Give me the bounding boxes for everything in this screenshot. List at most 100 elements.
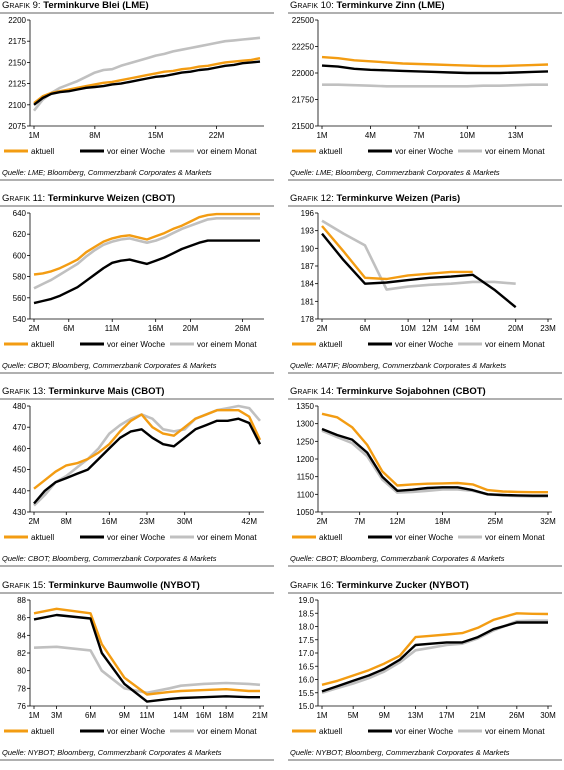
series-line-aktuell [321,612,549,686]
x-tick-label: 25M [487,517,503,526]
chart-source: Quelle: CBOT; Bloomberg, Commerzbank Cor… [290,554,505,563]
x-tick-label: 7M [354,517,365,526]
x-tick-label: 21M [252,711,268,720]
x-tick-label: 30M [177,517,193,526]
series-line-aktuell [321,412,548,494]
x-tick-label: 6M [85,711,96,720]
bottom-rule [0,372,274,374]
chart-source: Quelle: LME; Bloomberg, Commerzbank Corp… [2,168,212,177]
legend-label-woche: vor einer Woche [395,533,454,542]
legend-label-aktuell: aktuell [319,340,342,349]
x-tick-label: 15M [148,131,164,140]
y-tick-label: 2175 [8,37,26,46]
series-line-monat [322,221,548,290]
chart-panel-weizen-paris: Grafik 12: Terminkurve Weizen (Paris) 17… [288,193,562,383]
chart-panel-zinn: Grafik 10: Terminkurve Zinn (LME) 21500 2… [288,0,562,190]
chart-panel-soja: Grafik 14: Terminkurve Sojabohnen (CBOT)… [288,386,562,576]
chart-plot: 15.0 15.5 16.0 16.5 17.0 17.5 18.0 18.5 19.0 1M 5M… [292,596,556,736]
x-tick-label: 2M [316,517,327,526]
series-line-woche [33,417,262,505]
x-tick-label: 12M [390,517,406,526]
x-tick-label: 30M [540,711,556,720]
x-tick-label: 23M [540,324,556,333]
legend-label-aktuell: aktuell [31,340,54,349]
y-tick-label: 560 [13,294,27,303]
series-line-aktuell [33,57,261,105]
x-tick-label: 18M [218,711,234,720]
y-tick-label: 480 [13,402,27,411]
y-tick-label: 22000 [292,69,315,78]
y-tick-label: 184 [301,280,315,289]
chart-panel-blei: Grafik 9: Terminkurve Blei (LME) 2075 210… [0,0,274,190]
x-tick-label: 16M [102,517,118,526]
y-tick-label: 22500 [292,16,315,25]
chart-panel-baumwolle: Grafik 15: Terminkurve Baumwolle (NYBOT)… [0,580,274,770]
series-line-woche [322,234,548,308]
y-tick-label: 21500 [292,122,315,131]
y-tick-label: 181 [301,297,315,306]
chart-source: Quelle: MATIF; Bloomberg, Commerzbank Co… [290,361,507,370]
y-tick-label: 187 [301,262,315,271]
chart-source: Quelle: NYBOT; Bloomberg, Commerzbank Co… [290,748,510,757]
legend-label-aktuell: aktuell [31,147,54,156]
y-tick-label: 430 [13,508,27,517]
series-line-woche [321,427,548,497]
y-tick-label: 540 [13,315,27,324]
y-tick-label: 84 [17,631,26,640]
chart-title: Grafik 13: Terminkurve Mais (CBOT) [2,386,165,397]
series-line-aktuell [33,607,260,696]
chart-title: Grafik 11: Terminkurve Weizen (CBOT) [2,193,176,204]
chart-plot: 430 440 450 460 470 480 2M 8M 16M 23M 30M 42M aktuel… [4,402,264,542]
title-rule [0,398,274,400]
x-tick-label: 11M [140,711,155,720]
chart-source: Quelle: CBOT; Bloomberg, Commerzbank Cor… [2,361,217,370]
series-line-aktuell [321,55,549,68]
x-tick-label: 23M [139,517,155,526]
series-line-woche [33,239,260,305]
x-tick-label: 16M [148,324,164,333]
y-tick-label: 178 [301,315,315,324]
series-line-monat [322,83,548,88]
y-tick-label: 18.0 [298,623,314,632]
y-tick-label: 600 [13,251,27,260]
y-tick-label: 1300 [296,420,314,429]
chart-source: Quelle: CBOT; Bloomberg, Commerzbank Cor… [2,554,217,563]
y-tick-label: 78 [17,684,26,693]
y-tick-label: 470 [13,423,27,432]
x-tick-label: 14M [173,711,189,720]
y-tick-label: 16.5 [298,662,314,671]
y-tick-label: 1150 [297,473,315,482]
chart-source: Quelle: LME; Bloomberg, Commerzbank Corp… [290,168,500,177]
legend-label-monat: vor einem Monat [485,533,545,542]
x-tick-label: 26M [235,324,251,333]
legend-label-aktuell: aktuell [31,727,54,736]
y-tick-label: 88 [17,596,26,605]
legend-label-woche: vor einer Woche [107,727,166,736]
x-tick-label: 8M [89,131,100,140]
chart-panel-weizen-cbot: Grafik 11: Terminkurve Weizen (CBOT) 540… [0,193,274,383]
x-tick-label: 5M [348,711,359,720]
x-tick-label: 13M [408,711,424,720]
x-tick-label: 6M [63,324,74,333]
y-tick-label: 620 [13,230,27,239]
y-tick-label: 15.5 [298,689,314,698]
y-tick-label: 82 [17,649,26,658]
title-rule [288,592,562,594]
x-tick-label: 9M [119,711,130,720]
x-tick-label: 26M [509,711,525,720]
chart-title: Grafik 16: Terminkurve Zucker (NYBOT) [290,580,469,591]
legend-label-woche: vor einer Woche [395,340,454,349]
x-tick-label: 1M [316,131,327,140]
legend-label-monat: vor einem Monat [485,147,545,156]
y-tick-label: 190 [301,244,315,253]
x-tick-label: 2M [28,324,39,333]
series-line-aktuell [321,225,473,281]
y-tick-label: 21750 [292,96,315,105]
chart-title: Grafik 9: Terminkurve Blei (LME) [2,0,149,11]
legend-label-aktuell: aktuell [319,147,342,156]
chart-plot: 540 560 580 600 620 640 2M 6M 11M 16M 20M 26M aktuel… [4,209,264,349]
y-tick-label: 18.5 [298,609,314,618]
chart-plot: 1050 1100 1150 1200 1250 1300 1350 2M 7M 12M 18M 25… [292,402,556,542]
y-tick-label: 16.0 [298,676,314,685]
x-tick-label: 11M [105,324,120,333]
